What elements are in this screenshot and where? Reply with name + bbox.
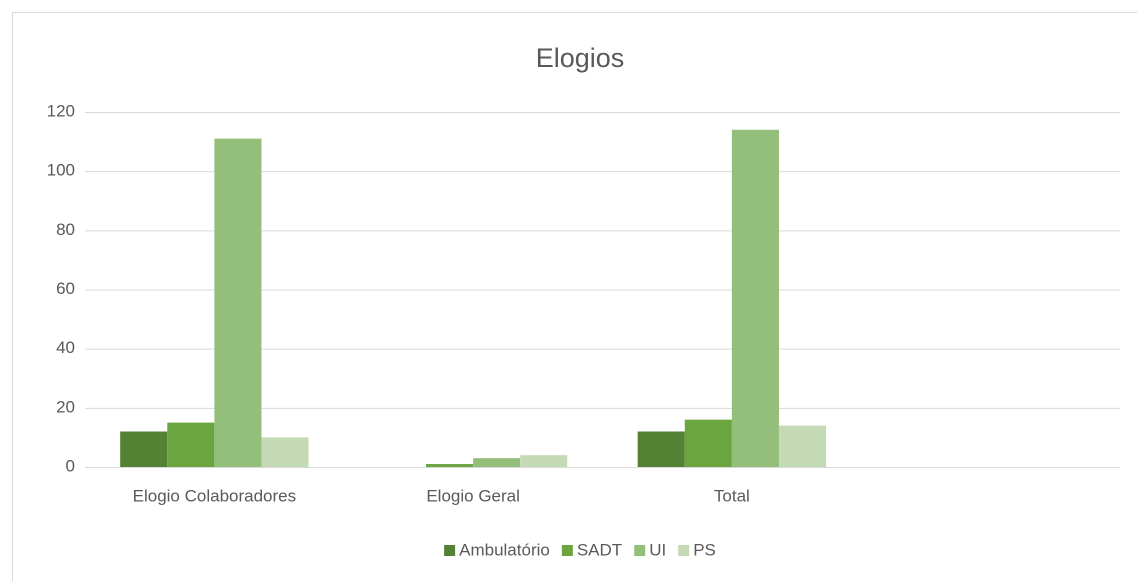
chart-title: Elogios [536,43,625,73]
bar [520,455,568,467]
bar [778,425,827,467]
bar [473,458,521,467]
y-tick-label: 60 [56,279,75,298]
y-tick-label: 20 [56,397,75,416]
chart-border [12,12,1137,581]
legend-swatch [561,545,573,556]
y-tick-label: 100 [47,161,75,180]
legend-swatch [444,545,456,556]
y-tick-label: 80 [56,220,75,239]
x-tick-label: Total [714,486,750,505]
bar [731,129,779,467]
bar [684,419,732,467]
bar [637,431,685,467]
x-tick-label: Elogio Geral [426,486,520,505]
x-tick-label: Elogio Colaboradores [133,486,297,505]
bar [214,138,262,467]
legend-label: SADT [577,540,622,559]
y-tick-label: 120 [47,101,75,120]
bar [167,422,215,467]
bar [120,431,168,467]
legend-label: UI [649,540,666,559]
legend-label: Ambulatório [459,540,550,559]
y-tick-label: 40 [56,338,75,357]
bar [261,437,309,467]
bar [426,464,474,467]
legend-swatch [634,545,646,556]
y-tick-label: 0 [66,456,75,475]
legend-label: PS [693,540,716,559]
legend-swatch [678,545,690,556]
